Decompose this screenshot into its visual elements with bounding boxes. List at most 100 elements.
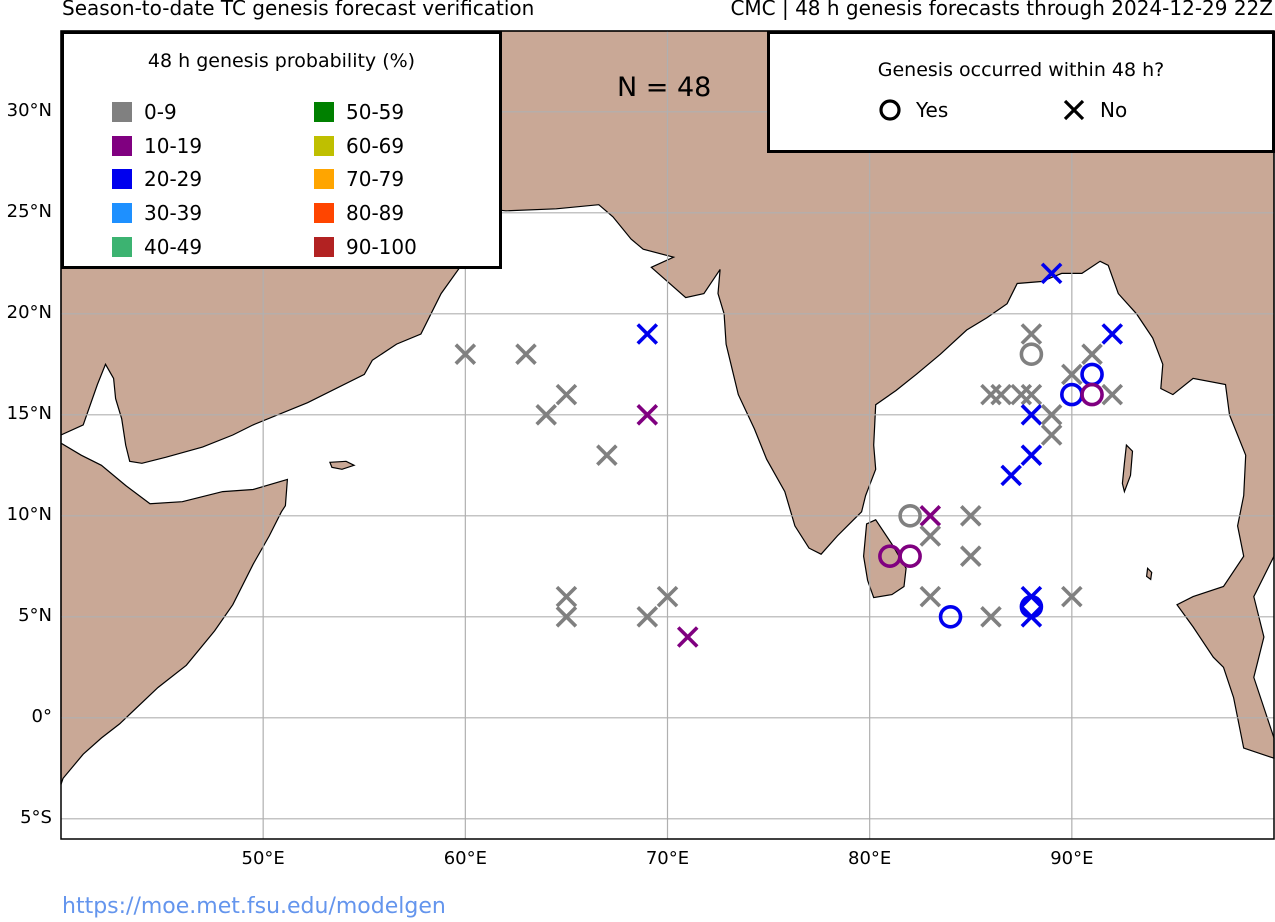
genesis-no-marker bbox=[555, 606, 578, 628]
color-swatch bbox=[314, 203, 334, 224]
nicobar-islands-land bbox=[1145, 567, 1153, 581]
color-swatch bbox=[314, 102, 334, 122]
probability-bin: 60-69 bbox=[314, 134, 404, 158]
genesis-no-marker bbox=[1040, 262, 1063, 285]
probability-bin-label: 50-59 bbox=[346, 100, 405, 124]
genesis-no-marker bbox=[636, 606, 659, 628]
lon-tick-label: 90°E bbox=[1050, 848, 1094, 869]
lat-tick-label: 30°N bbox=[6, 99, 52, 121]
probability-bin: 50-59 bbox=[314, 100, 404, 124]
genesis-no-marker bbox=[1081, 343, 1103, 365]
lat-tick-label: 10°N bbox=[6, 503, 52, 525]
map-frame bbox=[60, 30, 1275, 840]
probability-bin-label: 0-9 bbox=[144, 100, 177, 124]
lat-tick-label: 20°N bbox=[6, 301, 52, 323]
probability-bin-label: 60-69 bbox=[346, 133, 405, 158]
genesis-no-marker bbox=[1101, 383, 1124, 406]
genesis-no-marker bbox=[1061, 585, 1083, 608]
genesis-no-marker bbox=[919, 505, 942, 527]
genesis-no-marker bbox=[454, 343, 477, 365]
color-swatch bbox=[112, 169, 132, 190]
genesis-yes-item: Yes bbox=[878, 98, 948, 122]
lon-tick-label: 60°E bbox=[443, 848, 487, 869]
color-swatch bbox=[314, 236, 334, 257]
probability-bin: 90-100 bbox=[314, 235, 417, 259]
genesis-no-marker bbox=[980, 383, 1002, 406]
lon-tick-label: 70°E bbox=[645, 848, 690, 869]
forecast-count: N = 48 bbox=[617, 72, 712, 103]
circle-icon bbox=[879, 99, 901, 121]
genesis-no-marker bbox=[596, 444, 618, 466]
lon-tick-label: 50°E bbox=[241, 848, 285, 869]
genesis-no-marker bbox=[1000, 464, 1022, 487]
probability-legend-title: 48 h genesis probability (%) bbox=[147, 50, 416, 72]
genesis-yes-marker bbox=[938, 604, 963, 629]
genesis-yes-marker bbox=[898, 503, 922, 528]
probability-bin-label: 70-79 bbox=[346, 167, 405, 192]
probability-bin-label: 40-49 bbox=[144, 234, 203, 259]
probability-bin-label: 10-19 bbox=[144, 133, 203, 158]
chart-title: Season-to-date TC genesis forecast verif… bbox=[62, 0, 535, 20]
genesis-no-marker bbox=[1040, 424, 1063, 446]
lat-tick-label: 5°S bbox=[20, 806, 52, 828]
probability-bin: 70-79 bbox=[314, 167, 404, 191]
color-swatch bbox=[112, 135, 132, 156]
lat-tick-label: 5°N bbox=[18, 604, 52, 626]
probability-bin: 80-89 bbox=[314, 201, 404, 225]
genesis-no-marker bbox=[1040, 404, 1063, 426]
color-swatch bbox=[314, 135, 334, 156]
genesis-yes-marker bbox=[1019, 342, 1044, 367]
genesis-yes-label: Yes bbox=[916, 98, 949, 122]
probability-bin-label: 30-39 bbox=[144, 201, 203, 226]
genesis-no-marker bbox=[990, 383, 1012, 406]
color-swatch bbox=[314, 169, 334, 190]
probability-bin: 10-19 bbox=[112, 134, 202, 158]
color-swatch bbox=[112, 236, 132, 257]
genesis-no-marker bbox=[959, 545, 982, 567]
probability-bin-label: 90-100 bbox=[346, 234, 417, 259]
lat-tick-label: 25°N bbox=[6, 200, 52, 222]
genesis-no-marker bbox=[656, 585, 679, 608]
probability-bin: 30-39 bbox=[112, 201, 202, 225]
genesis-no-marker bbox=[919, 525, 942, 547]
color-swatch bbox=[112, 203, 132, 224]
sri-lanka-land bbox=[862, 519, 907, 599]
genesis-no-marker bbox=[1061, 363, 1083, 386]
genesis-legend: Genesis occurred within 48 h? Yes No bbox=[767, 31, 1275, 153]
cross-icon bbox=[1063, 99, 1085, 121]
probability-legend: 48 h genesis probability (%) 0-9 10-19 20-… bbox=[61, 31, 502, 269]
color-swatch bbox=[112, 102, 132, 122]
genesis-no-marker bbox=[1101, 323, 1124, 345]
genesis-no-marker bbox=[636, 323, 659, 345]
genesis-no-marker bbox=[555, 585, 578, 608]
genesis-no-marker bbox=[919, 585, 942, 608]
genesis-yes-marker bbox=[1080, 382, 1104, 407]
genesis-no-marker bbox=[636, 404, 659, 426]
genesis-no-marker bbox=[1020, 606, 1043, 628]
probability-bin: 0-9 bbox=[112, 100, 177, 124]
socotra-land bbox=[329, 460, 356, 470]
probability-bin: 40-49 bbox=[112, 235, 202, 259]
genesis-no-marker bbox=[1010, 383, 1033, 406]
forecast-markers bbox=[454, 262, 1124, 648]
genesis-legend-title: Genesis occurred within 48 h? bbox=[877, 59, 1165, 81]
lon-tick-label: 80°E bbox=[848, 848, 892, 869]
andaman-islands-land bbox=[1121, 443, 1134, 494]
genesis-no-marker bbox=[535, 404, 557, 426]
genesis-no-marker bbox=[1020, 383, 1043, 406]
genesis-no-marker bbox=[1020, 323, 1043, 345]
genesis-no-marker bbox=[959, 505, 982, 527]
lat-tick-label: 15°N bbox=[6, 402, 52, 424]
genesis-no-marker bbox=[555, 383, 578, 406]
source-link[interactable]: https://moe.met.fsu.edu/modelgen bbox=[62, 894, 446, 919]
lat-tick-label: 0° bbox=[31, 705, 52, 727]
probability-bin: 20-29 bbox=[112, 167, 202, 191]
genesis-no-item: No bbox=[1062, 98, 1127, 122]
model-run-title: CMC | 48 h genesis forecasts through 202… bbox=[730, 0, 1273, 20]
probability-bin-label: 20-29 bbox=[144, 167, 203, 192]
genesis-no-marker bbox=[1020, 404, 1043, 426]
genesis-no-marker bbox=[980, 606, 1002, 628]
genesis-no-marker bbox=[515, 343, 537, 365]
genesis-no-marker bbox=[1020, 444, 1043, 466]
genesis-no-label: No bbox=[1100, 98, 1128, 122]
